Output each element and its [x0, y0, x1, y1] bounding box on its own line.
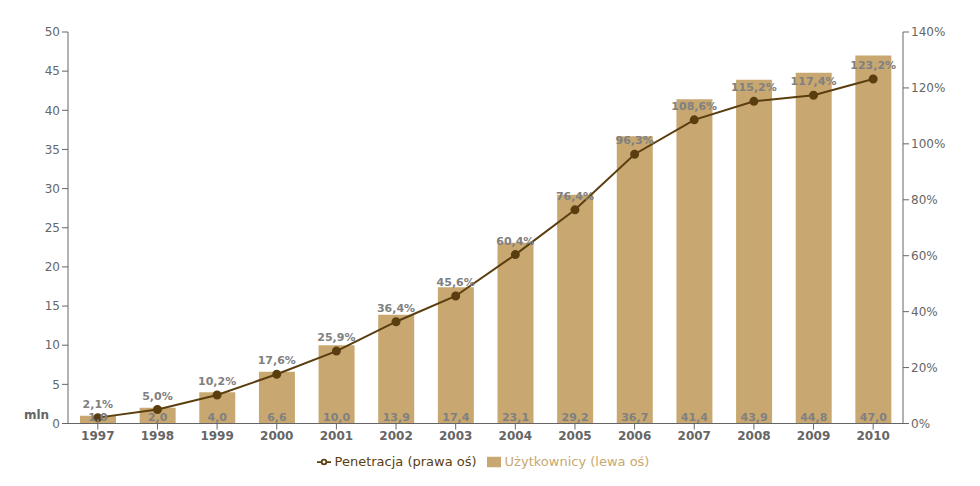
svg-text:2,0: 2,0: [148, 411, 168, 424]
svg-text:2000: 2000: [260, 429, 293, 443]
svg-text:1997: 1997: [81, 429, 114, 443]
svg-text:29,2: 29,2: [562, 411, 589, 424]
svg-text:23,1: 23,1: [502, 411, 529, 424]
svg-text:10,2%: 10,2%: [198, 375, 236, 388]
svg-text:60,4%: 60,4%: [496, 235, 534, 248]
svg-text:45: 45: [45, 64, 60, 78]
svg-text:80%: 80%: [911, 193, 938, 207]
svg-text:47,0: 47,0: [860, 411, 887, 424]
svg-text:35: 35: [45, 143, 60, 157]
svg-text:10,0: 10,0: [323, 411, 350, 424]
svg-text:108,6%: 108,6%: [671, 100, 717, 113]
svg-text:140%: 140%: [911, 25, 945, 39]
svg-text:50: 50: [45, 25, 60, 39]
html-text:Penetracja (prawa oś): Penetracja (prawa oś): [334, 453, 477, 469]
svg-text:2009: 2009: [797, 429, 830, 443]
svg-text:117,4%: 117,4%: [791, 75, 837, 88]
svg-text:2007: 2007: [678, 429, 711, 443]
svg-text:2005: 2005: [558, 429, 591, 443]
svg-text:30: 30: [45, 182, 60, 196]
svg-text:2001: 2001: [320, 429, 353, 443]
svg-text:2002: 2002: [379, 429, 412, 443]
svg-text:10: 10: [45, 338, 60, 352]
svg-text:4,0: 4,0: [208, 411, 228, 424]
svg-text:1999: 1999: [200, 429, 233, 443]
svg-text:20%: 20%: [911, 361, 938, 375]
svg-text:2010: 2010: [856, 429, 889, 443]
svg-text:5: 5: [52, 378, 60, 392]
svg-text:36,4%: 36,4%: [377, 302, 415, 315]
svg-text:25: 25: [45, 221, 60, 235]
svg-text:5,0%: 5,0%: [142, 390, 173, 403]
svg-text:2003: 2003: [439, 429, 472, 443]
svg-text:2,1%: 2,1%: [83, 398, 114, 411]
svg-text:76,4%: 76,4%: [556, 190, 594, 203]
svg-text:17,6%: 17,6%: [258, 354, 296, 367]
svg-text:60%: 60%: [911, 249, 938, 263]
svg-text:41,4: 41,4: [681, 411, 708, 424]
html-text:mln: mln: [24, 408, 50, 422]
svg-text:45,6%: 45,6%: [437, 276, 475, 289]
svg-text:13,9: 13,9: [383, 411, 410, 424]
svg-text:123,2%: 123,2%: [850, 59, 896, 72]
svg-text:20: 20: [45, 260, 60, 274]
svg-text:2008: 2008: [737, 429, 770, 443]
svg-text:0%: 0%: [911, 417, 930, 431]
svg-text:1,0: 1,0: [88, 411, 108, 424]
svg-text:2006: 2006: [618, 429, 651, 443]
svg-text:25,9%: 25,9%: [317, 331, 355, 344]
svg-text:0: 0: [52, 417, 60, 431]
svg-text:96,3%: 96,3%: [616, 134, 654, 147]
svg-text:1998: 1998: [141, 429, 174, 443]
svg-text:115,2%: 115,2%: [731, 81, 777, 94]
svg-text:6,6: 6,6: [267, 411, 287, 424]
svg-text:36,7: 36,7: [621, 411, 648, 424]
svg-text:120%: 120%: [911, 81, 945, 95]
svg-text:2004: 2004: [499, 429, 532, 443]
html-text:Użytkownicy (lewa oś): Użytkownicy (lewa oś): [504, 453, 650, 469]
svg-text:40%: 40%: [911, 305, 938, 319]
svg-text:43,9: 43,9: [741, 411, 768, 424]
svg-text:17,4: 17,4: [442, 411, 469, 424]
svg-text:44,8: 44,8: [800, 411, 827, 424]
svg-text:15: 15: [45, 299, 60, 313]
svg-text:100%: 100%: [911, 137, 945, 151]
svg-text:40: 40: [45, 104, 60, 118]
